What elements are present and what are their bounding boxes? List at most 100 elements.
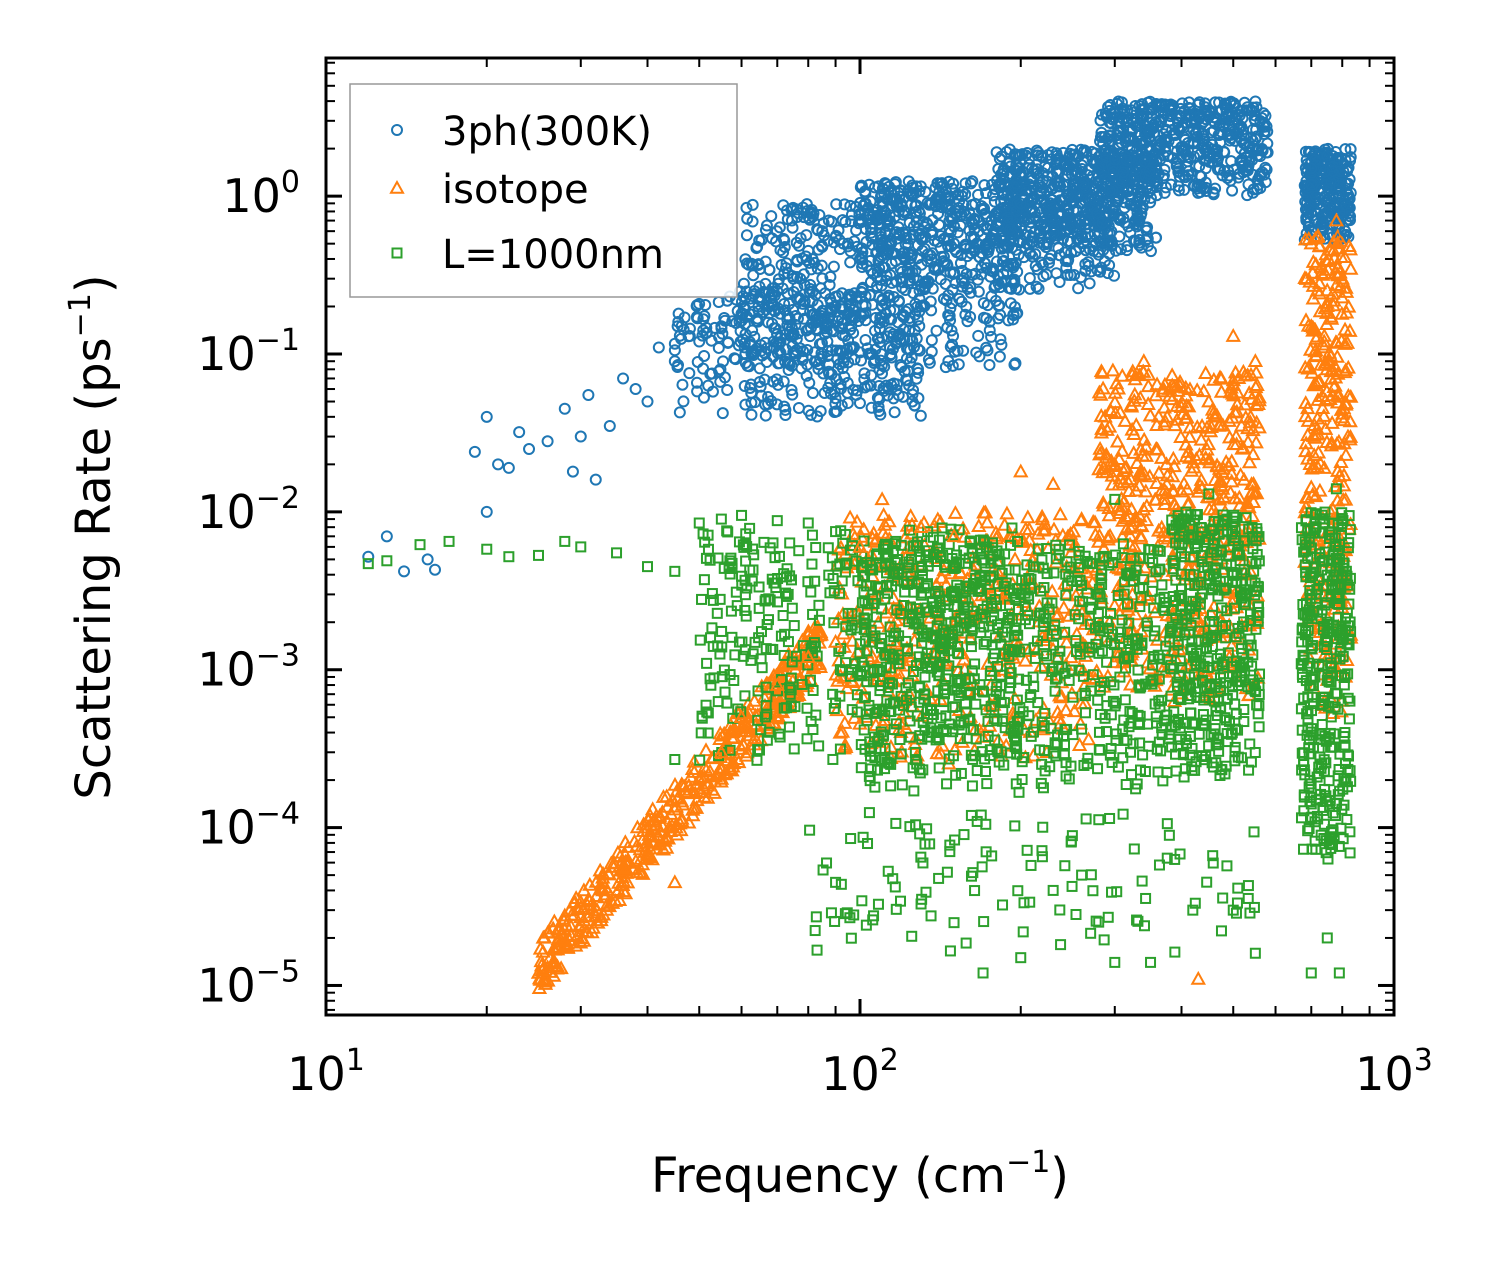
data-point [983,315,996,328]
data-point [1098,173,1111,186]
data-point [946,359,959,372]
data-point [940,198,953,211]
data-point [1004,297,1017,310]
data-point [691,385,704,398]
data-point [844,341,857,354]
data-point [830,198,843,211]
data-point [954,219,967,232]
data-point [1050,147,1063,160]
data-point [949,207,962,220]
data-point [947,329,960,342]
data-point [1210,150,1223,163]
data-point [1080,146,1093,159]
data-point [1135,207,1148,220]
data-point [991,174,1004,187]
data-point [737,290,750,303]
data-point [786,221,799,234]
data-point [1119,111,1132,124]
data-point [857,307,870,320]
data-point [637,844,653,858]
data-point [855,354,868,367]
data-point [951,226,964,239]
data-point [655,788,672,803]
data-point [903,379,916,392]
data-point [883,341,896,354]
data-point [1008,273,1021,286]
data-point [884,349,897,362]
data-point [819,287,832,300]
data-point [903,256,916,269]
data-point [955,248,968,261]
data-point [785,214,798,227]
data-point [1315,183,1328,196]
data-point [904,232,917,245]
data-point [940,294,953,307]
data-point [1122,185,1135,198]
data-point [939,361,952,374]
data-point [753,362,766,375]
data-point [777,232,790,245]
data-point [686,799,702,814]
data-point [754,380,767,393]
data-point [672,307,685,320]
data-point [1302,181,1315,194]
data-point [848,287,861,300]
data-point [880,178,893,191]
plot-area [362,95,1359,994]
data-point [1188,107,1201,120]
data-point [1064,268,1077,281]
data-point [815,239,828,252]
data-point [859,333,872,346]
data-point [1148,175,1161,188]
data-point [967,230,980,243]
data-point [838,198,851,211]
data-point [1162,150,1175,163]
data-point [1063,222,1076,235]
data-point [748,330,761,343]
data-point [1133,233,1146,246]
data-point [677,784,693,798]
data-point [905,351,918,364]
data-point [885,236,898,249]
data-point [1011,265,1024,278]
data-point [1032,282,1045,295]
data-point [1097,243,1110,256]
data-point [908,324,921,337]
data-point [848,235,861,248]
data-point [823,358,836,371]
data-point [1172,116,1185,129]
data-point [802,404,815,417]
data-point [765,210,778,223]
data-point [699,299,712,312]
data-point [1194,109,1207,122]
data-point [721,384,734,397]
data-point [697,362,710,375]
data-point [968,214,981,227]
data-point [801,204,814,217]
data-point [793,239,806,252]
data-point [808,346,821,359]
data-point [1213,96,1226,109]
data-point [1138,193,1151,206]
data-point [1069,224,1082,237]
data-point [873,262,886,275]
data-point [669,826,685,841]
data-point [836,346,849,359]
data-point [821,335,834,348]
data-point [1259,109,1272,122]
data-point [812,311,825,324]
data-point [1012,234,1025,247]
data-point [865,401,878,414]
data-point [1156,104,1169,117]
data-point [822,317,835,330]
data-point [738,380,751,393]
data-point [873,393,886,406]
data-point [874,250,887,263]
data-point [854,290,867,303]
data-point [1124,134,1137,147]
data-point [1035,149,1048,162]
data-point [1213,127,1226,140]
data-point [835,322,848,335]
data-point [1171,145,1184,158]
data-point [781,309,794,322]
